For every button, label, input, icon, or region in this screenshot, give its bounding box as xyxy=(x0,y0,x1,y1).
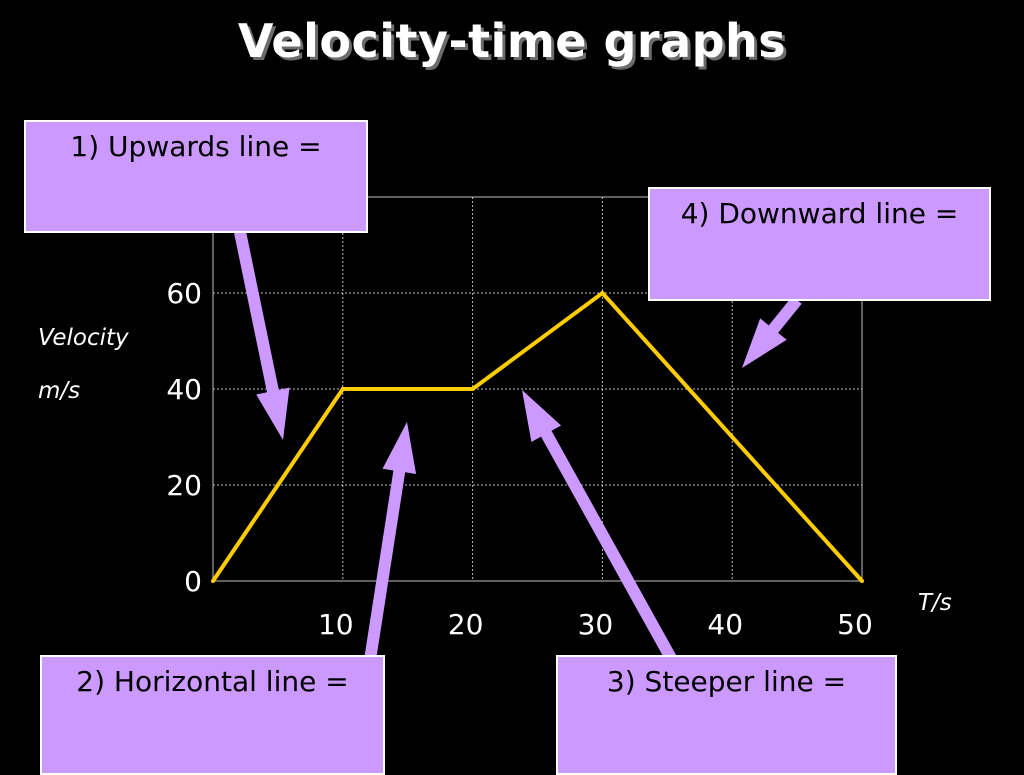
data-point xyxy=(860,579,864,583)
callout-upwards-line: 1) Upwards line = xyxy=(24,120,368,233)
callout-arrows xyxy=(234,230,802,663)
data-point xyxy=(470,387,475,391)
y-tick-label: 40 xyxy=(166,373,202,406)
x-tick-label: 20 xyxy=(448,608,484,641)
x-tick-label: 10 xyxy=(318,608,354,641)
data-point xyxy=(340,387,345,391)
y-tick-label: 0 xyxy=(184,565,202,598)
y-tick-label: 60 xyxy=(166,277,202,310)
callout-steeper-line: 3) Steeper line = xyxy=(556,655,897,775)
page-title: Velocity-time graphs xyxy=(237,14,787,68)
y-axis-label: Velocity xyxy=(38,325,129,351)
callout-horizontal-line: 2) Horizontal line = xyxy=(40,655,385,775)
x-axis-label: T/s xyxy=(918,590,952,616)
x-tick-label: 50 xyxy=(837,608,873,641)
callout-downward-line: 4) Downward line = xyxy=(648,187,991,301)
y-tick-label: 20 xyxy=(166,469,202,502)
arrow-upwards xyxy=(234,230,290,440)
x-tick-label: 40 xyxy=(707,608,743,641)
x-tick-label: 30 xyxy=(578,608,614,641)
chart-tick-labels: 0 20 40 60 10 20 30 40 50 xyxy=(166,277,872,641)
y-axis-unit: m/s xyxy=(38,378,81,404)
data-point xyxy=(211,579,215,583)
data-point xyxy=(600,291,605,295)
arrow-steeper xyxy=(522,390,678,663)
arrow-downward xyxy=(742,296,802,368)
arrow-horizontal xyxy=(364,422,417,661)
chart-series xyxy=(211,290,864,583)
